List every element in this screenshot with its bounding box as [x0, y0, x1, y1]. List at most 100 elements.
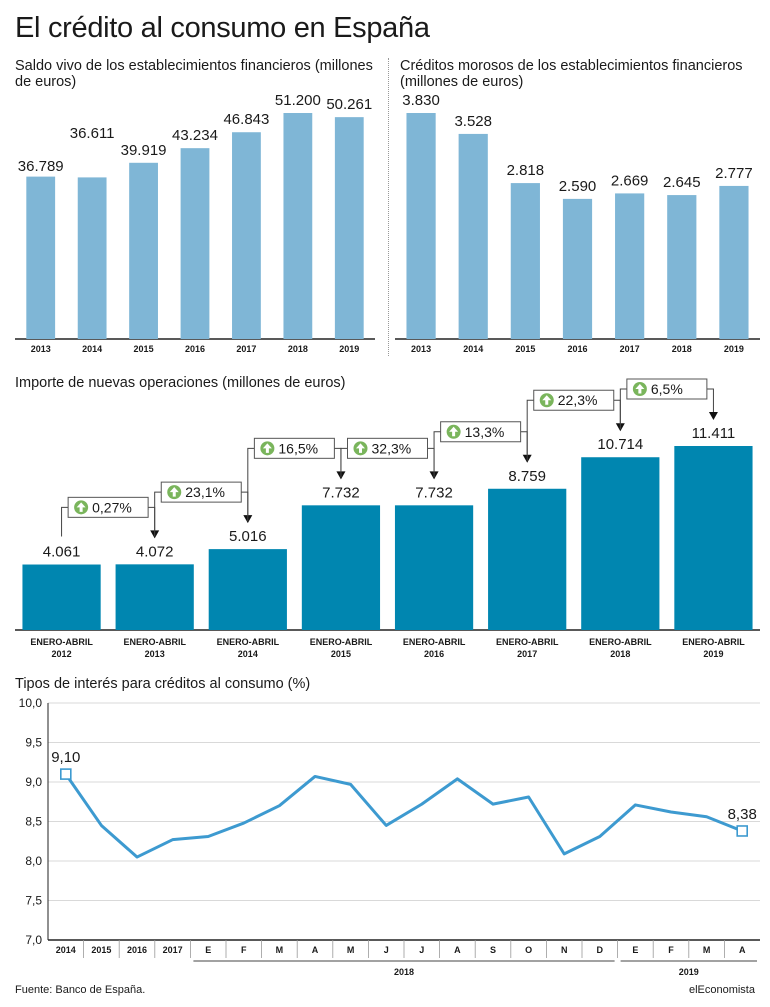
brand-name: elEconomista	[688, 984, 755, 996]
ops-callout-box	[67, 496, 149, 518]
ops-change-label: 6,5%	[651, 381, 683, 397]
tipos-callout-label: 8,38	[728, 806, 757, 823]
page-title: El crédito al consumo en España	[15, 12, 430, 44]
tipos-series-line	[64, 773, 743, 859]
ops-callout-leader	[433, 431, 441, 478]
morosos-tick-label: 2013	[411, 344, 431, 354]
saldo-bar	[26, 176, 56, 339]
ops-tick-label: 2018	[610, 649, 630, 659]
tipos-y-tick-label: 10,0	[19, 696, 43, 710]
tipos-x-tick-label: J	[419, 945, 424, 955]
saldo-bar	[232, 132, 261, 339]
tipos-y-tick-label: 8,5	[25, 815, 42, 829]
arrow-up-icon-glyph	[635, 384, 645, 394]
morosos-bar	[615, 193, 645, 339]
ops-value-label: 7.732	[415, 484, 453, 501]
ops-tick-label: ENERO-ABRIL	[217, 637, 280, 647]
ops-tick-label: ENERO-ABRIL	[682, 637, 745, 647]
saldo-value-label: 36.611	[70, 125, 115, 142]
ops-callout-leader	[520, 431, 528, 455]
tipos-x-tick-label: 2014	[56, 945, 76, 955]
ops-tick-label: ENERO-ABRIL	[123, 637, 186, 647]
ops-callout-leader	[619, 388, 627, 430]
tipos-x-tick-label: A	[312, 945, 319, 955]
saldo-tick-label: 2017	[236, 344, 256, 354]
tipos-y-tick-label: 9,5	[25, 736, 42, 750]
saldo-bar	[180, 148, 210, 339]
ops-callout-leader	[526, 399, 534, 461]
morosos-value-label: 2.669	[611, 172, 649, 189]
ops-value-label: 4.072	[136, 543, 174, 560]
morosos-bar	[667, 195, 697, 339]
tipos-y-tick-label: 8,0	[25, 854, 42, 868]
saldo-value-label: 39.919	[121, 142, 167, 159]
morosos-value-label: 3.528	[454, 113, 492, 130]
ops-tick-label: 2015	[331, 649, 351, 659]
tipos-x-tick-label: M	[703, 945, 711, 955]
ops-callout-leader	[427, 447, 435, 472]
ops-tick-label: 2016	[424, 649, 444, 659]
ops-value-label: 8.759	[508, 468, 546, 485]
ops-change-label: 22,3%	[558, 392, 598, 408]
saldo-value-label: 46.843	[223, 111, 269, 128]
ops-change-label: 0,27%	[92, 499, 132, 515]
ops-tick-label: ENERO-ABRIL	[589, 637, 652, 647]
morosos-tick-label: 2017	[620, 344, 640, 354]
tipos-y-tick-label: 9,0	[25, 775, 42, 789]
tipos-x-tick-label: M	[347, 945, 355, 955]
saldo-value-label: 43.234	[172, 127, 218, 144]
saldo-tick-label: 2013	[31, 344, 51, 354]
morosos-value-label: 2.818	[507, 162, 545, 179]
tipos-x-tick-label: A	[454, 945, 461, 955]
ops-callout-leader	[241, 491, 249, 516]
tipos-callout-label: 9,10	[51, 749, 80, 766]
morosos-value-label: 2.590	[559, 178, 597, 195]
chart-morosos-title: Créditos morosos de los establecimientos…	[400, 58, 743, 90]
tipos-y-tick-label: 7,0	[25, 933, 42, 947]
ops-callout-box	[533, 389, 615, 411]
arrow-up-icon-glyph	[449, 426, 459, 437]
ops-callout-leader	[613, 399, 621, 424]
saldo-value-label: 36.789	[18, 158, 64, 175]
ops-tick-label: 2019	[703, 649, 723, 659]
ops-callout-leader	[334, 447, 342, 472]
ops-callout-leader	[247, 447, 255, 522]
saldo-bar	[283, 113, 313, 339]
tipos-x-tick-label: N	[561, 945, 568, 955]
ops-callout-box	[347, 437, 428, 459]
ops-tick-label: 2014	[238, 649, 258, 659]
tipos-x-tick-label: E	[632, 945, 638, 955]
saldo-tick-label: 2018	[288, 344, 308, 354]
tipos-x-tick-label: S	[490, 945, 496, 955]
tipos-point-marker	[736, 825, 749, 837]
saldo-tick-label: 2014	[82, 344, 102, 354]
ops-change-label: 23,1%	[185, 484, 225, 500]
tipos-x-tick-label: 2015	[91, 945, 111, 955]
ops-bar	[581, 457, 660, 630]
source-note: Fuente: Banco de España.	[15, 984, 146, 996]
tipos-x-tick-label: F	[241, 945, 247, 955]
chart-tipos-title: Tipos de interés para créditos al consum…	[15, 676, 311, 692]
arrow-up-icon-glyph	[356, 443, 365, 453]
ops-value-label: 7.732	[322, 484, 360, 501]
ops-bar	[488, 488, 567, 630]
ops-callout-leader	[154, 491, 162, 537]
morosos-tick-label: 2018	[672, 344, 692, 354]
ops-tick-label: 2017	[517, 649, 537, 659]
saldo-bar	[334, 117, 364, 339]
ops-tick-label: ENERO-ABRIL	[30, 637, 93, 647]
ops-change-label: 16,5%	[278, 440, 318, 456]
ops-bar	[22, 564, 101, 630]
ops-callout-leader	[340, 447, 348, 478]
ops-bar	[301, 505, 381, 630]
ops-value-label: 5.016	[229, 528, 267, 545]
ops-value-label: 10.714	[597, 436, 643, 453]
ops-callout-box	[440, 421, 522, 443]
chart-operaciones-title: Importe de nuevas operaciones (millones …	[15, 375, 346, 391]
morosos-value-label: 2.777	[715, 165, 753, 182]
ops-bar	[394, 505, 474, 630]
ops-tick-label: 2012	[52, 649, 72, 659]
morosos-tick-label: 2016	[567, 344, 587, 354]
saldo-tick-label: 2015	[134, 344, 154, 354]
